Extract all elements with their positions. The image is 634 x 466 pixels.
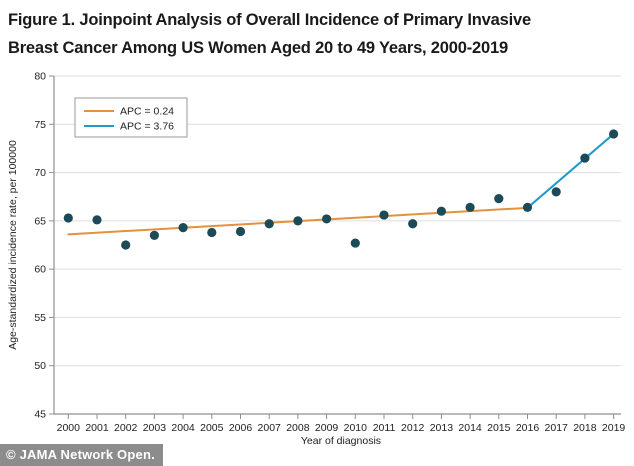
y-tick-label-55: 55 <box>34 312 46 324</box>
figure-title-line1: Figure 1. Joinpoint Analysis of Overall … <box>8 11 531 29</box>
x-tick-label-2018: 2018 <box>573 422 597 434</box>
x-tick-label-2006: 2006 <box>229 422 253 434</box>
data-point-2006 <box>235 226 246 237</box>
data-point-2012 <box>408 219 418 229</box>
data-point-2000 <box>63 213 73 223</box>
data-point-2001 <box>92 215 102 225</box>
x-tick-label-2010: 2010 <box>344 422 368 434</box>
figure-title-line2: Breast Cancer Among US Women Aged 20 to … <box>8 39 508 57</box>
y-tick-label-80: 80 <box>34 71 46 83</box>
figure-title: Figure 1. Joinpoint Analysis of Overall … <box>8 6 628 62</box>
x-tick-label-2003: 2003 <box>143 422 167 434</box>
y-axis-title: Age-standardized incidence rate, per 100… <box>7 140 19 350</box>
legend-label-1: APC = 0.24 <box>120 106 174 118</box>
data-point-2015 <box>494 194 504 204</box>
x-tick-label-2015: 2015 <box>487 422 511 434</box>
x-tick-label-2001: 2001 <box>85 422 109 434</box>
y-tick-label-75: 75 <box>34 119 46 131</box>
y-tick-label-70: 70 <box>34 167 46 179</box>
y-tick-label-60: 60 <box>34 264 46 276</box>
journal-footer-text: © JAMA Network Open. <box>6 447 155 462</box>
data-point-2017 <box>551 187 561 197</box>
x-tick-label-2016: 2016 <box>516 422 540 434</box>
x-axis-title: Year of diagnosis <box>301 435 381 446</box>
x-tick-label-2002: 2002 <box>114 422 138 434</box>
y-tick-label-65: 65 <box>34 215 46 227</box>
data-point-2016 <box>522 202 533 212</box>
data-point-2018 <box>580 153 590 163</box>
x-tick-label-2012: 2012 <box>401 422 425 434</box>
data-point-2009 <box>322 214 332 224</box>
x-tick-label-2013: 2013 <box>430 422 454 434</box>
trend-line-2 <box>526 132 615 209</box>
joinpoint-chart: 45 50 55 60 65 70 75 80 2000 2001 2002 2003 2004 2005… <box>0 66 634 448</box>
data-point-2007 <box>264 219 274 229</box>
data-point-2014 <box>465 202 475 212</box>
data-point-2002 <box>121 240 131 250</box>
data-point-2013 <box>436 206 446 216</box>
legend-box <box>74 97 188 138</box>
data-point-2004 <box>178 223 188 233</box>
x-tick-label-2007: 2007 <box>258 422 282 434</box>
legend-label-2: APC = 3.76 <box>120 121 174 133</box>
x-tick-label-2011: 2011 <box>373 422 396 434</box>
chart-svg: 45 50 55 60 65 70 75 80 2000 2001 2002 2003 2004 2005… <box>7 71 626 448</box>
x-tick-label-2004: 2004 <box>171 422 195 434</box>
x-tick-label-2005: 2005 <box>200 422 224 434</box>
data-point-2011 <box>379 210 389 220</box>
x-tick-label-2014: 2014 <box>458 422 482 434</box>
data-point-2003 <box>149 230 159 240</box>
data-point-2010 <box>350 238 360 248</box>
x-tick-label-2008: 2008 <box>286 422 310 434</box>
y-tick-label-45: 45 <box>34 409 46 421</box>
data-point-2008 <box>293 216 303 226</box>
x-tick-label-2009: 2009 <box>315 422 339 434</box>
x-tick-label-2017: 2017 <box>545 422 569 434</box>
x-tick-label-2000: 2000 <box>57 422 81 434</box>
x-tick-label-2019: 2019 <box>602 422 626 434</box>
y-tick-label-50: 50 <box>34 360 46 372</box>
data-point-2019 <box>609 129 619 139</box>
journal-footer: © JAMA Network Open. <box>0 444 163 466</box>
data-point-2005 <box>207 227 217 238</box>
